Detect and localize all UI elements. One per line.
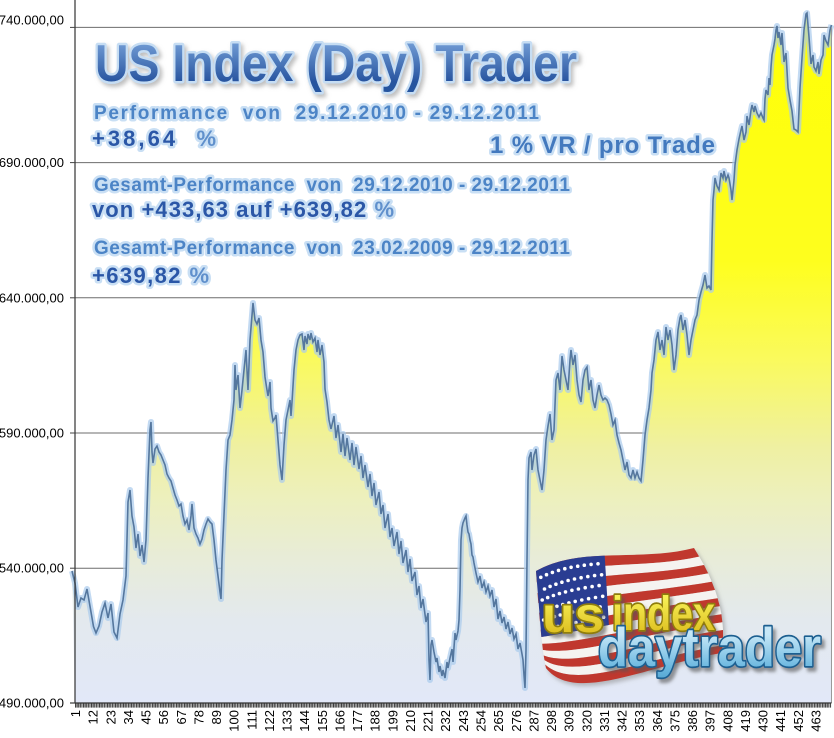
svg-text:364: 364 [650, 710, 665, 732]
svg-text:199: 199 [385, 710, 400, 732]
svg-text:177: 177 [350, 710, 365, 732]
svg-text:232: 232 [438, 710, 453, 732]
svg-text:daytrader: daytrader [598, 616, 821, 678]
svg-text:133: 133 [280, 710, 295, 732]
svg-text:298: 298 [544, 710, 559, 732]
svg-text:254: 254 [474, 710, 489, 732]
svg-text:320: 320 [579, 710, 594, 732]
svg-text:287: 287 [526, 710, 541, 732]
svg-text:408: 408 [720, 710, 735, 732]
svg-text:166: 166 [333, 710, 348, 732]
svg-text:45: 45 [139, 710, 154, 724]
svg-text:188: 188 [368, 710, 383, 732]
svg-text:34: 34 [121, 710, 136, 724]
svg-text:309: 309 [562, 710, 577, 732]
svg-text:221: 221 [421, 710, 436, 732]
svg-text:397: 397 [703, 710, 718, 732]
svg-text:1 % VR / pro Trade: 1 % VR / pro Trade [490, 132, 715, 159]
svg-text:419: 419 [738, 710, 753, 732]
svg-text:342: 342 [615, 710, 630, 732]
svg-text:US Index (Day) Trader: US Index (Day) Trader [95, 35, 577, 93]
svg-text:441: 441 [773, 710, 788, 732]
svg-text:155: 155 [315, 710, 330, 732]
svg-text:index: index [612, 588, 715, 641]
svg-text:276: 276 [509, 710, 524, 732]
svg-text:430: 430 [756, 710, 771, 732]
svg-text:Gesamt-Performance von 29.12: Gesamt-Performance von 29.12.2010 - 29.1… [94, 175, 570, 196]
svg-text:375: 375 [667, 710, 682, 732]
svg-text:+38,64 %: +38,64 % [92, 126, 216, 151]
svg-text:540.000,00: 540.000,00 [0, 561, 64, 576]
svg-text:144: 144 [297, 710, 312, 732]
svg-text:386: 386 [685, 710, 700, 732]
svg-text:56: 56 [156, 710, 171, 724]
svg-text:740.000,00: 740.000,00 [0, 12, 64, 27]
svg-text:690.000,00: 690.000,00 [0, 155, 64, 170]
svg-text:23: 23 [103, 710, 118, 724]
svg-text:+639,82 %: +639,82 % [92, 263, 209, 288]
svg-text:von +433,63 auf +639,82 %: von +433,63 auf +639,82 % [92, 197, 394, 222]
svg-text:12: 12 [86, 710, 101, 724]
svg-text:78: 78 [191, 710, 206, 724]
svg-text:490.000,00: 490.000,00 [0, 696, 64, 711]
svg-text:210: 210 [403, 710, 418, 732]
svg-text:243: 243 [456, 710, 471, 732]
svg-text:111: 111 [244, 710, 259, 730]
svg-text:452: 452 [791, 710, 806, 732]
svg-text:463: 463 [809, 710, 824, 732]
svg-text:590.000,00: 590.000,00 [0, 426, 64, 441]
svg-text:640.000,00: 640.000,00 [0, 290, 64, 305]
svg-text:265: 265 [491, 710, 506, 732]
svg-text:89: 89 [209, 710, 224, 724]
svg-text:122: 122 [262, 710, 277, 732]
svg-text:353: 353 [632, 710, 647, 732]
svg-text:331: 331 [597, 710, 612, 732]
svg-text:Performance von 29.12.2010 -: Performance von 29.12.2010 - 29.12.2011 [94, 103, 539, 124]
svg-text:Gesamt-Performance von 23.02: Gesamt-Performance von 23.02.2009 - 29.1… [94, 238, 570, 259]
svg-text:100: 100 [227, 710, 242, 732]
svg-text:us: us [542, 587, 604, 643]
svg-text:1: 1 [68, 710, 83, 717]
svg-text:67: 67 [174, 710, 189, 724]
